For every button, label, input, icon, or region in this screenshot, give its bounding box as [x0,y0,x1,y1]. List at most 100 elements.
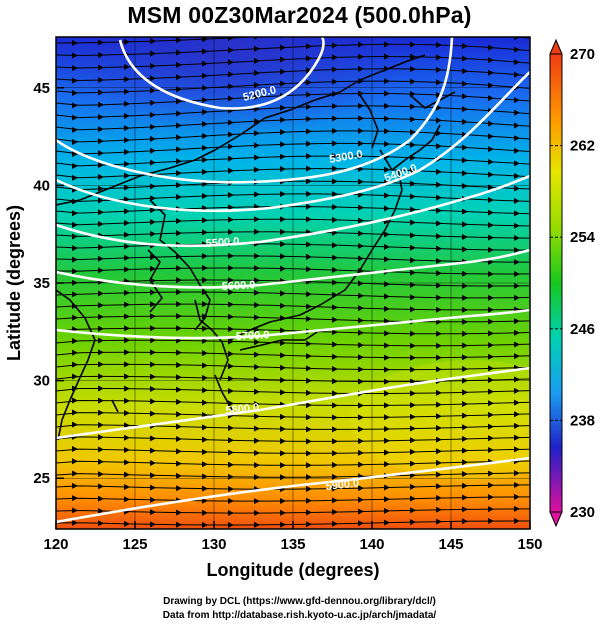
streamline-arrow [514,434,520,441]
streamline-arrow [410,29,416,35]
streamline-arrow [358,90,364,97]
streamline-arrow [436,270,442,277]
streamline-arrow [358,485,364,492]
streamline-arrow [306,103,312,110]
streamline-arrow [176,37,182,44]
streamline-arrow [384,243,390,250]
streamline-arrow [488,57,494,64]
streamline-arrow [124,243,130,250]
streamline-arrow [410,413,416,420]
streamline-arrow [358,30,364,36]
streamline-arrow [384,305,390,312]
streamline-arrow [176,301,182,308]
streamline-arrow [202,144,208,151]
streamline-arrow [124,125,130,132]
streamline [56,508,530,514]
streamline-arrow [254,413,260,420]
streamline-arrow [332,30,338,36]
streamline-arrow [202,192,208,199]
streamline [56,130,530,143]
streamline-arrow [462,270,468,277]
streamline-arrow [176,277,182,284]
credit-data: Data from http://database.rish.kyoto-u.a… [162,610,437,621]
streamline-arrow [436,354,442,361]
streamline-arrow [176,61,182,68]
streamline-arrow [462,294,468,301]
streamline-arrow [176,289,182,296]
streamline-arrow [436,483,442,490]
streamline-arrow [436,495,442,502]
streamline-arrow [98,446,104,453]
streamline-arrow [384,205,390,212]
streamline-arrow [72,337,78,344]
streamline-arrow [488,294,494,301]
streamline-arrow [98,495,104,502]
streamline-arrow [176,472,182,479]
streamline-arrow [202,448,208,455]
streamline-arrow [332,54,338,61]
streamline-arrow [514,470,520,477]
colorbar-scale [549,53,563,513]
streamline-arrow [202,48,208,55]
streamline-arrow [254,510,260,517]
streamline-arrow [514,147,520,154]
streamline-arrow [358,438,364,445]
streamline-arrow [176,146,182,153]
streamline-arrow [98,101,104,108]
streamline-arrow [514,135,520,142]
streamline-arrow [436,181,442,188]
streamline [56,193,530,202]
streamline-arrow [436,448,442,455]
streamline-arrow [72,482,78,489]
streamline-arrow [202,509,208,516]
streamline-arrow [150,484,156,491]
streamline-arrow [150,207,156,214]
streamline-arrow [150,447,156,454]
streamline-arrow [228,387,234,394]
streamline-arrow [124,112,130,119]
streamline-arrow [228,83,234,90]
streamline-arrow [384,390,390,397]
streamline-arrow [228,350,234,357]
streamline-arrow [462,43,468,50]
streamline [56,363,530,371]
streamline-arrow [202,168,208,175]
streamline-arrow [332,254,338,261]
streamline-arrow [332,178,338,185]
streamline-arrow [176,313,182,320]
streamline-arrow [358,426,364,433]
streamline-arrow [514,493,520,500]
streamline-arrow [332,191,338,198]
streamline-arrow [150,373,156,380]
streamline [56,105,530,119]
streamline-arrow [384,166,390,173]
streamline-arrow [410,437,416,444]
streamline-arrow [306,509,312,516]
streamline-arrow [150,99,156,106]
y-tick-label: 35 [33,275,50,292]
streamline-arrow [254,314,260,321]
streamline-arrow [384,231,390,238]
streamline-arrow [462,170,468,177]
streamline-arrow [124,301,130,308]
streamline-arrow [124,38,130,45]
streamline-arrow [332,329,338,336]
streamline-arrow [384,437,390,444]
streamline-arrow [280,141,286,148]
streamline-arrow [384,330,390,337]
streamline-arrow [488,377,494,384]
streamline-arrow [280,352,286,359]
streamline-arrow [358,402,364,409]
streamline-arrow [462,318,468,325]
streamline-arrow [514,59,520,66]
streamline-arrow [150,289,156,296]
streamline-arrow [202,229,208,236]
streamline-arrow [410,342,416,349]
coastlines [56,54,456,441]
streamline-arrow [462,330,468,337]
contour-label: 5700.0 [236,329,270,343]
streamline-arrow [98,52,104,59]
streamline-arrow [124,410,130,417]
streamline-arrow [410,244,416,251]
streamline-arrow [436,330,442,337]
